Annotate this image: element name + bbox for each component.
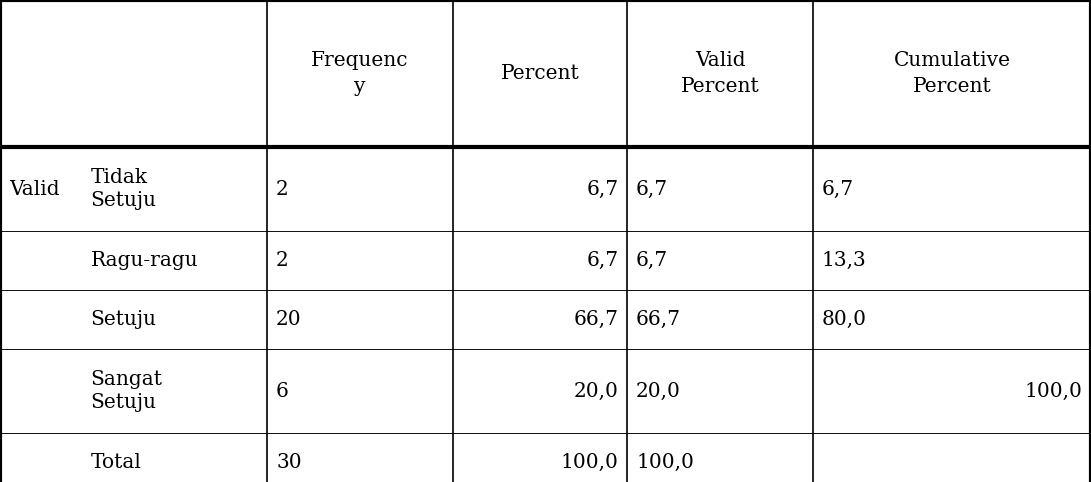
Text: Frequenc
y: Frequenc y (311, 51, 409, 96)
Text: 100,0: 100,0 (1024, 382, 1082, 401)
Text: 66,7: 66,7 (574, 310, 619, 329)
Text: 30: 30 (276, 453, 301, 472)
Text: 20,0: 20,0 (636, 382, 681, 401)
Text: 20,0: 20,0 (574, 382, 619, 401)
Text: 6,7: 6,7 (636, 251, 668, 270)
Text: Valid
Percent: Valid Percent (681, 51, 759, 96)
Text: Percent: Percent (501, 64, 579, 83)
Text: 2: 2 (276, 180, 289, 199)
Text: 100,0: 100,0 (561, 453, 619, 472)
Text: 66,7: 66,7 (636, 310, 681, 329)
Text: Setuju: Setuju (91, 310, 156, 329)
Text: 20: 20 (276, 310, 301, 329)
Text: Total: Total (91, 453, 142, 472)
Text: Sangat
Setuju: Sangat Setuju (91, 370, 163, 413)
Text: 6: 6 (276, 382, 289, 401)
Text: 6,7: 6,7 (822, 180, 853, 199)
Text: Valid: Valid (9, 180, 59, 199)
Text: 6,7: 6,7 (587, 180, 619, 199)
Text: 100,0: 100,0 (636, 453, 694, 472)
Text: Tidak
Setuju: Tidak Setuju (91, 168, 156, 211)
Text: 2: 2 (276, 251, 289, 270)
Text: 6,7: 6,7 (636, 180, 668, 199)
Text: Ragu-ragu: Ragu-ragu (91, 251, 199, 270)
Text: 13,3: 13,3 (822, 251, 866, 270)
Text: Cumulative
Percent: Cumulative Percent (894, 51, 1010, 96)
Text: 6,7: 6,7 (587, 251, 619, 270)
Text: 80,0: 80,0 (822, 310, 866, 329)
